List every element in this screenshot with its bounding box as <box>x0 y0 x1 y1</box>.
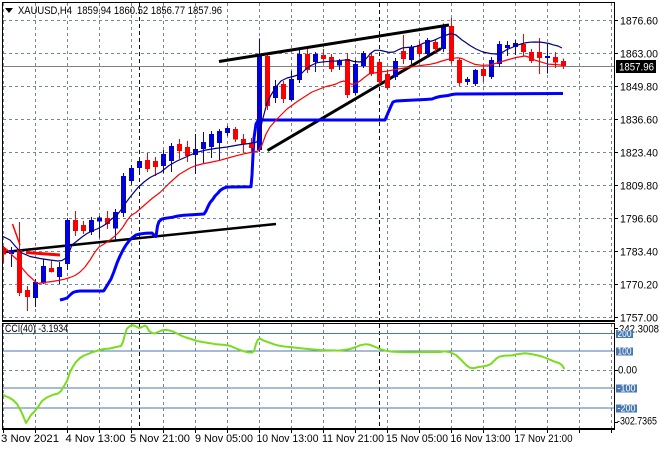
svg-text:-302.7365: -302.7365 <box>617 416 657 428</box>
svg-text:1863.00: 1863.00 <box>620 49 658 61</box>
svg-text:XAUUSD,H4: XAUUSD,H4 <box>18 5 72 17</box>
svg-text:5 Nov 21:00: 5 Nov 21:00 <box>130 433 190 445</box>
svg-text:1770.20: 1770.20 <box>620 280 658 292</box>
svg-text:10 Nov 13:00: 10 Nov 13:00 <box>257 433 319 445</box>
svg-text:-100: -100 <box>618 384 636 395</box>
svg-text:1876.60: 1876.60 <box>620 16 658 28</box>
svg-text:9 Nov 05:00: 9 Nov 05:00 <box>195 433 253 445</box>
svg-text:CCI(40) -3.1934: CCI(40) -3.1934 <box>5 323 68 335</box>
svg-text:4 Nov 13:00: 4 Nov 13:00 <box>66 433 126 445</box>
svg-text:1809.80: 1809.80 <box>620 181 658 193</box>
svg-text:100: 100 <box>618 347 632 358</box>
svg-text:11 Nov 21:00: 11 Nov 21:00 <box>322 433 384 445</box>
svg-text:-200: -200 <box>618 404 636 415</box>
svg-text:3 Nov 2021: 3 Nov 2021 <box>1 433 59 445</box>
svg-text:1823.40: 1823.40 <box>620 148 658 160</box>
svg-text:1796.60: 1796.60 <box>620 214 658 226</box>
svg-text:0.00: 0.00 <box>618 365 637 377</box>
svg-text:16 Nov 13:00: 16 Nov 13:00 <box>451 433 511 445</box>
svg-text:1757.00: 1757.00 <box>620 313 658 325</box>
svg-text:1836.60: 1836.60 <box>620 115 658 127</box>
svg-text:200: 200 <box>618 329 632 340</box>
svg-text:1849.80: 1849.80 <box>620 82 658 94</box>
svg-text:1857.96: 1857.96 <box>619 62 654 74</box>
svg-text:17 Nov 21:00: 17 Nov 21:00 <box>515 433 573 445</box>
svg-text:1783.40: 1783.40 <box>620 247 658 259</box>
svg-text:1859.94 1860.52 1856.77 1857.9: 1859.94 1860.52 1856.77 1857.96 <box>77 5 222 17</box>
svg-text:15 Nov 05:00: 15 Nov 05:00 <box>386 433 448 445</box>
